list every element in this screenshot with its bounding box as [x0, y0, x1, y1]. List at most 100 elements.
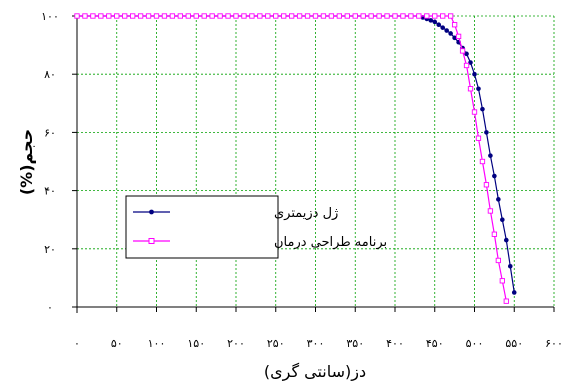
data-point [504, 237, 509, 243]
data-point [281, 13, 287, 19]
data-point [480, 106, 485, 112]
data-point [492, 173, 497, 179]
y-tick-label: ۲۰ [44, 243, 56, 256]
data-point [400, 13, 406, 19]
y-tick-labels: ۰ ۲۰ ۴۰ ۶۰ ۸۰ ۱۰۰ [41, 10, 59, 314]
data-point [500, 217, 505, 222]
x-tick-label: ۲۰۰ [227, 337, 245, 350]
data-point [467, 86, 474, 92]
data-point [448, 13, 454, 19]
x-tick-label: ۱۰۰ [148, 337, 166, 350]
data-point [483, 182, 490, 188]
data-point [408, 13, 414, 19]
data-point [476, 86, 481, 92]
data-point [336, 13, 342, 19]
data-point [432, 19, 438, 25]
data-point [90, 13, 96, 19]
legend-swatch-marker [148, 238, 155, 244]
y-tick-label: ۱۰۰ [41, 10, 59, 23]
data-point [451, 22, 458, 28]
data-point [496, 197, 501, 202]
y-tick-label: ۸۰ [44, 68, 56, 81]
data-point [511, 290, 517, 295]
data-point [416, 13, 422, 19]
data-point [273, 13, 279, 19]
x-axis-title: دز(سانتی گری) [264, 362, 366, 382]
data-point [487, 208, 494, 214]
x-tick-label: ۶۰۰ [545, 337, 563, 350]
x-tick-labels: ۰ ۵۰ ۱۰۰ ۱۵۰ ۲۰۰ ۲۵۰ ۳۰۰ ۳۵۰ ۴۰۰ ۴۵۰ ۵۰۰ ۵۵۰ ۶۰۰ [74, 337, 563, 350]
data-point [217, 13, 223, 19]
axes [72, 15, 555, 313]
data-point [376, 13, 382, 19]
series-1 [74, 13, 509, 304]
data-point [503, 298, 509, 304]
legend-label: برنامه طراحی درمان [274, 235, 387, 250]
data-point [137, 13, 144, 19]
x-tick-label: ۵۰ [111, 337, 123, 350]
data-point [479, 158, 486, 165]
x-tick-label: ۰ [74, 337, 80, 350]
data-point [169, 13, 176, 19]
data-point [471, 109, 478, 115]
data-point [122, 13, 128, 19]
data-point [209, 13, 215, 19]
data-point [241, 13, 247, 19]
legend-entry-gel-dosimetry: ژل دزیمتری [133, 206, 338, 221]
data-point [495, 257, 501, 264]
y-axis-title: حجم(%) [17, 129, 36, 195]
y-tick-label: ۰ [47, 301, 53, 314]
data-point [233, 13, 239, 19]
legend-box [125, 195, 279, 259]
data-point [472, 71, 477, 77]
x-tick-label: ۴۵۰ [426, 337, 444, 350]
data-point [352, 13, 358, 19]
data-point [440, 13, 446, 19]
data-point [360, 13, 366, 19]
data-point [177, 13, 183, 19]
data-point [328, 13, 335, 19]
data-point [475, 135, 482, 141]
data-point [440, 25, 446, 30]
data-point [428, 18, 434, 23]
data-point [257, 13, 263, 19]
x-tick-label: ۳۵۰ [346, 337, 364, 350]
legend: ژل دزیمتری برنامه طراحی درمان [125, 195, 387, 259]
x-tick-label: ۲۵۰ [267, 337, 285, 350]
data-point [145, 13, 152, 19]
x-tick-label: ۳۰۰ [307, 337, 325, 350]
data-point [507, 263, 513, 269]
data-point [424, 13, 430, 19]
x-tick-label: ۱۵۰ [187, 337, 205, 350]
legend-entry-treatment-planning: برنامه طراحی درمان [133, 235, 387, 250]
data-point [455, 33, 462, 40]
data-point [463, 62, 470, 69]
data-point [304, 13, 311, 19]
data-point [459, 48, 466, 54]
data-point [320, 13, 327, 19]
data-point [312, 13, 319, 19]
x-tick-label: ۵۰۰ [466, 337, 484, 350]
data-point [499, 278, 505, 284]
data-point [289, 13, 295, 19]
data-point [444, 28, 449, 33]
data-point [153, 13, 160, 19]
legend-label: ژل دزیمتری [274, 206, 338, 221]
data-point [464, 51, 469, 57]
data-point [225, 13, 231, 19]
data-point [432, 13, 438, 19]
data-point [98, 13, 104, 19]
data-point [249, 13, 255, 19]
data-point [368, 13, 374, 19]
data-point [193, 13, 199, 19]
legend-swatch-marker [149, 209, 154, 215]
data-point [491, 231, 498, 237]
data-point [185, 13, 191, 19]
series-layer [74, 13, 517, 304]
data-point [344, 13, 350, 19]
data-point [74, 13, 80, 19]
y-tick-label: ۶۰ [44, 126, 56, 139]
data-point [484, 130, 489, 135]
data-point [436, 22, 442, 28]
